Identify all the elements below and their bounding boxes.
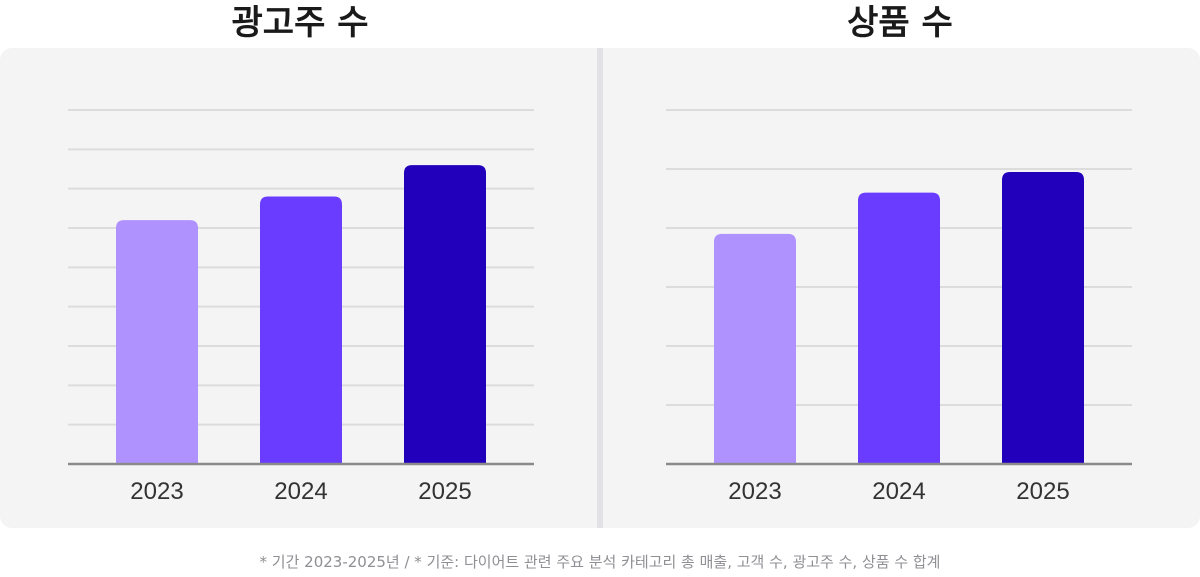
chart-panel-advertisers: 2023 2024 2025 bbox=[0, 48, 597, 528]
x-tick-label-2023: 2023 bbox=[130, 478, 183, 505]
x-tick-label-2025: 2025 bbox=[1016, 478, 1069, 505]
chart-title-products: 상품 수 bbox=[847, 3, 953, 43]
bar-2023 bbox=[116, 220, 198, 464]
bar-2025 bbox=[404, 165, 486, 465]
footnote: * 기간 2023-2025년 / * 기준: 다이어트 관련 주요 분석 카테… bbox=[259, 553, 941, 571]
panel-divider bbox=[597, 48, 603, 528]
chart-title-advertisers: 광고주 수 bbox=[231, 3, 369, 43]
bar-2024 bbox=[260, 196, 342, 465]
advertisers-bar-chart: 2023 2024 2025 bbox=[68, 109, 534, 505]
x-tick-label-2024: 2024 bbox=[274, 478, 327, 505]
bar-2023 bbox=[714, 233, 796, 464]
bar-2024 bbox=[858, 192, 940, 464]
x-tick-label-2024: 2024 bbox=[872, 478, 925, 505]
products-bar-chart: 2023 2024 2025 bbox=[666, 109, 1132, 505]
x-tick-label-2023: 2023 bbox=[728, 478, 781, 505]
bar-2025 bbox=[1002, 171, 1084, 464]
x-tick-label-2025: 2025 bbox=[418, 478, 471, 505]
chart-panel-products: 2023 2024 2025 bbox=[603, 48, 1200, 528]
